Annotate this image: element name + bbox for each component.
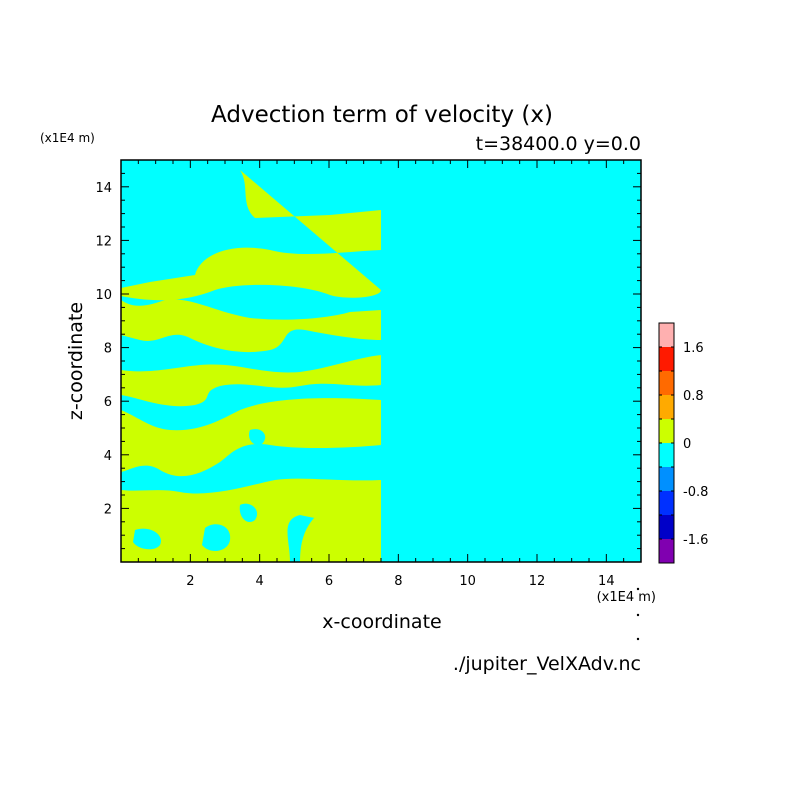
y-tick-label: 4	[104, 449, 112, 464]
marker-dot	[636, 587, 640, 591]
colorbar-swatch	[659, 395, 674, 420]
colorbar-swatch	[659, 347, 674, 372]
colorbar-swatch	[659, 371, 674, 396]
positive-region	[121, 299, 381, 353]
y-tick-label: 6	[104, 395, 112, 410]
y-tick-label: 14	[95, 181, 112, 196]
x-tick-label: 10	[459, 574, 476, 589]
y-unit-label: (x1E4 m)	[40, 131, 95, 145]
y-tick-label: 10	[95, 288, 112, 303]
source-file-label: ./jupiter_VelXAdv.nc	[453, 653, 641, 675]
y-axis: 2 4 6 8 10 12 14	[95, 172, 641, 550]
y-axis-label: z-coordinate	[65, 302, 87, 420]
x-unit-label: (x1E4 m)	[597, 590, 656, 605]
x-tick-label: 2	[186, 574, 194, 589]
colorbar-swatch	[659, 443, 674, 468]
marker-dot	[636, 637, 640, 641]
y-tick-label: 2	[104, 502, 112, 517]
positive-region	[121, 355, 381, 407]
y-tick-label: 12	[95, 234, 112, 249]
x-tick-label: 8	[394, 574, 402, 589]
negative-region	[249, 429, 266, 446]
colorbar-tick-label: -1.6	[683, 533, 708, 548]
colorbar-swatch	[659, 539, 674, 564]
negative-region	[202, 524, 231, 552]
colorbar-tick-label: 0	[683, 437, 691, 452]
x-tick-label: 4	[256, 574, 264, 589]
colorbar-swatch	[659, 419, 674, 444]
x-tick-label: 12	[529, 574, 546, 589]
chart-title: Advection term of velocity (x)	[211, 102, 553, 128]
chart-subtitle: t=38400.0 y=0.0	[476, 133, 641, 155]
colorbar-swatch	[659, 467, 674, 492]
field-left-half	[121, 170, 381, 562]
x-tick-label: 6	[325, 574, 333, 589]
negative-region	[239, 503, 258, 523]
marker-dot	[636, 613, 640, 617]
colorbar-tick-label: 0.8	[683, 389, 704, 404]
colorbar-swatch	[659, 515, 674, 540]
heatmap-field	[121, 160, 641, 562]
colorbar: 1.6 0.8 0 -0.8 -1.6	[658, 322, 708, 564]
x-axis-label: x-coordinate	[322, 611, 441, 633]
negative-region	[133, 528, 161, 550]
colorbar-tick-label: 1.6	[683, 341, 704, 356]
unit-marker-dots	[636, 587, 640, 641]
x-tick-label: 14	[598, 574, 615, 589]
y-tick-label: 8	[104, 342, 112, 357]
positive-region	[121, 170, 381, 301]
colorbar-swatch	[659, 491, 674, 516]
colorbar-swatch	[659, 323, 674, 348]
colorbar-tick-label: -0.8	[683, 485, 708, 500]
positive-region	[300, 500, 381, 562]
x-axis: 2 4 6 8 10 12 14	[137, 160, 625, 589]
